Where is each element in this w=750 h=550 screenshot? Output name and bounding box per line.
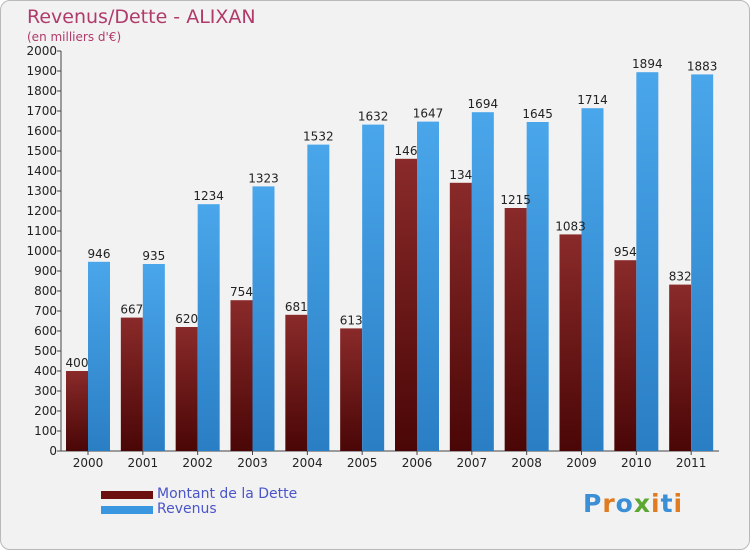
bar-revenus	[307, 144, 330, 451]
data-label-revenus: 1234	[193, 189, 224, 203]
logo-letter: o	[615, 489, 634, 518]
bar-debt	[175, 327, 198, 451]
logo-letter: i	[673, 489, 684, 518]
data-label-revenus: 946	[88, 247, 111, 261]
data-label-debt: 832	[669, 270, 692, 284]
y-tick-label: 1500	[26, 144, 57, 158]
x-tick-label: 2007	[457, 456, 488, 470]
bar-debt	[120, 317, 143, 451]
y-tick-label: 1200	[26, 204, 57, 218]
y-tick-label: 100	[34, 424, 57, 438]
x-tick-label: 2000	[73, 456, 104, 470]
y-tick-label: 600	[34, 324, 57, 338]
data-label-debt: 1215	[500, 193, 531, 207]
x-tick-label: 2008	[511, 456, 542, 470]
data-label-revenus: 935	[142, 249, 165, 263]
bar-debt	[395, 158, 417, 452]
bar-revenus	[142, 264, 165, 451]
data-label-revenus: 1323	[248, 171, 279, 185]
y-tick-label: 1600	[26, 124, 57, 138]
data-label-revenus: 1647	[413, 107, 444, 121]
logo-letter: P	[583, 489, 603, 518]
data-label-debt: 620	[175, 312, 198, 326]
chart-title: Revenus/Dette - ALIXAN	[27, 6, 256, 28]
y-tick-label: 0	[49, 444, 57, 458]
x-tick-label: 2005	[347, 456, 378, 470]
y-tick-label: 1000	[26, 244, 57, 258]
bar-debt	[230, 300, 253, 451]
x-tick-label: 2006	[402, 456, 433, 470]
y-tick-label: 500	[34, 344, 57, 358]
bar-debt	[504, 208, 527, 451]
x-tick-label: 2002	[182, 456, 213, 470]
bar-revenus	[471, 112, 494, 451]
y-tick-label: 300	[34, 384, 57, 398]
y-tick-label: 1900	[26, 64, 57, 78]
data-label-debt: 1083	[555, 219, 586, 233]
bar-revenus	[526, 122, 549, 451]
bar-debt	[449, 182, 472, 452]
bar-debt	[559, 234, 582, 451]
data-label-revenus: 1714	[577, 93, 608, 107]
logo-letter: x	[633, 489, 651, 518]
legend-swatch-revenus	[101, 506, 153, 514]
bar-debt	[340, 328, 363, 451]
data-label-revenus: 1894	[632, 57, 663, 71]
x-tick-label: 2011	[676, 456, 707, 470]
data-label-debt: 134	[449, 168, 472, 182]
data-label-debt: 613	[340, 313, 363, 327]
y-tick-label: 1100	[26, 224, 57, 238]
bar-revenus	[691, 74, 714, 452]
legend-swatch-debt	[101, 491, 153, 499]
legend-label-debt: Montant de la Dette	[157, 486, 298, 502]
data-label-revenus: 1645	[522, 107, 553, 121]
bar-revenus	[417, 121, 439, 451]
bar-revenus	[252, 186, 275, 451]
x-tick-label: 2003	[237, 456, 268, 470]
x-tick-label: 2001	[128, 456, 159, 470]
data-label-revenus: 1694	[468, 97, 499, 111]
data-label-revenus: 1883	[687, 59, 718, 73]
bar-revenus	[197, 204, 220, 451]
x-tick-label: 2010	[621, 456, 652, 470]
chart-subtitle: (en milliers d'€)	[27, 30, 122, 44]
y-tick-label: 900	[34, 264, 57, 278]
logo-letter: i	[651, 489, 661, 518]
y-tick-label: 1300	[26, 184, 57, 198]
x-tick-label: 2009	[566, 456, 597, 470]
legend-label-revenus: Revenus	[157, 501, 217, 517]
y-tick-label: 2000	[26, 44, 57, 58]
proxiti-logo: Proxiti	[583, 489, 683, 518]
bar-debt	[669, 284, 692, 451]
y-tick-label: 1400	[26, 164, 57, 178]
data-label-debt: 146	[395, 144, 418, 158]
bar-revenus	[581, 108, 604, 451]
data-label-debt: 954	[614, 245, 637, 259]
logo-letter: r	[602, 489, 616, 518]
data-label-debt: 754	[230, 285, 253, 299]
data-label-debt: 400	[66, 356, 89, 370]
logo-letter: t	[660, 489, 674, 518]
bar-revenus	[88, 261, 110, 451]
y-tick-label: 800	[34, 284, 57, 298]
bar-debt	[614, 260, 637, 451]
x-tick-label: 2004	[292, 456, 323, 470]
bar-debt	[285, 314, 308, 451]
bar-revenus	[636, 72, 659, 451]
y-tick-label: 200	[34, 404, 57, 418]
bar-debt	[66, 371, 88, 451]
data-label-debt: 681	[285, 300, 308, 314]
y-tick-label: 1800	[26, 84, 57, 98]
bar-revenus	[362, 124, 385, 451]
data-label-debt: 667	[120, 303, 143, 317]
y-tick-label: 1700	[26, 104, 57, 118]
data-label-revenus: 1632	[358, 110, 389, 124]
y-tick-label: 400	[34, 364, 57, 378]
data-label-revenus: 1532	[303, 130, 334, 144]
y-tick-label: 700	[34, 304, 57, 318]
